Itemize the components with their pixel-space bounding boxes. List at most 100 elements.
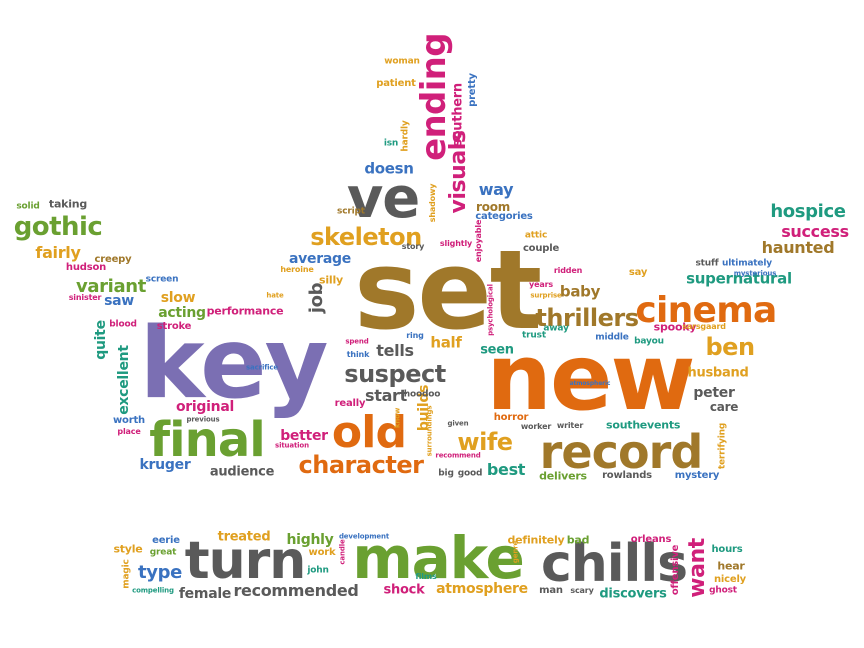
cloud-word: solid: [16, 201, 40, 212]
cloud-word: cinema: [635, 290, 777, 331]
cloud-word: haunted: [761, 238, 835, 257]
cloud-word: screen: [145, 274, 179, 285]
cloud-word: make: [352, 524, 524, 592]
cloud-word: atmosphere: [436, 581, 528, 597]
cloud-word: acting: [158, 305, 206, 321]
cloud-word: slightly: [439, 239, 473, 248]
cloud-word: hours: [711, 544, 743, 555]
cloud-word: baby: [559, 282, 601, 301]
cloud-word: care: [709, 400, 739, 414]
cloud-word: variant: [76, 276, 146, 297]
cloud-word: peter: [693, 385, 735, 401]
cloud-word: really: [334, 398, 366, 409]
cloud-word: hardly: [400, 120, 411, 152]
cloud-word: wife: [457, 428, 513, 456]
cloud-word: start: [365, 386, 407, 405]
cloud-word: slow: [160, 290, 196, 306]
cloud-word: big: [438, 468, 454, 479]
cloud-word: treated: [217, 529, 271, 545]
cloud-word: chills: [540, 534, 688, 594]
cloud-word: success: [781, 222, 849, 241]
cloud-word: attic: [524, 230, 548, 241]
cloud-word: best: [486, 460, 526, 479]
cloud-word: given: [447, 419, 469, 428]
cloud-word: room: [476, 200, 510, 214]
cloud-word: offensive: [670, 544, 681, 596]
cloud-word: old: [331, 407, 407, 458]
cloud-word: tells: [376, 341, 414, 360]
cloud-word: surroundings: [425, 405, 434, 457]
cloud-word: sacrifice: [246, 363, 278, 372]
cloud-word: turn: [184, 531, 306, 591]
cloud-word: sinister: [68, 293, 102, 302]
cloud-word: final: [149, 412, 266, 468]
cloud-word: candle: [338, 539, 347, 565]
cloud-word: ben: [705, 333, 755, 361]
cloud-word: skeleton: [310, 223, 422, 251]
cloud-word: delivers: [539, 469, 587, 483]
cloud-word: great: [149, 547, 177, 558]
cloud-word: ridden: [553, 266, 583, 275]
cloud-word: years: [529, 280, 553, 289]
cloud-word: horror: [493, 412, 529, 423]
cloud-word: shadowy: [428, 183, 437, 223]
cloud-word: script: [337, 206, 365, 217]
cloud-word: excellent: [116, 345, 132, 415]
cloud-word: mysterious: [733, 269, 777, 278]
cloud-word: stuff: [695, 258, 719, 269]
cloud-word: surprise: [530, 291, 562, 300]
cloud-word: key: [139, 307, 328, 421]
cloud-word: audience: [209, 464, 275, 480]
cloud-word: bayou: [634, 336, 664, 347]
cloud-word: enjoyable: [474, 219, 483, 263]
cloud-word: suspect: [344, 360, 446, 388]
cloud-word: sarsgaard: [682, 322, 726, 331]
cloud-word: atmospheric: [569, 380, 611, 387]
cloud-word: pretty: [467, 73, 478, 107]
cloud-word: situation: [275, 441, 309, 450]
cloud-word: genre: [511, 540, 520, 564]
cloud-word: south: [606, 418, 640, 432]
cloud-word: creepy: [94, 254, 132, 265]
cloud-word: worker: [520, 422, 552, 431]
cloud-word: female: [178, 586, 232, 602]
cloud-word: definitely: [507, 533, 565, 547]
cloud-word: hudson: [65, 262, 107, 273]
cloud-word: story: [401, 242, 425, 251]
cloud-word: job: [306, 282, 327, 314]
cloud-word: seen: [480, 342, 514, 358]
cloud-word: psychological: [486, 284, 495, 336]
cloud-word: kruger: [139, 457, 191, 473]
cloud-word: spend: [345, 337, 369, 346]
cloud-word: quite: [93, 320, 109, 360]
cloud-word: hospice: [770, 201, 846, 222]
cloud-word: patient: [376, 78, 416, 89]
cloud-word: couple: [522, 243, 560, 254]
cloud-word: worth: [113, 415, 145, 426]
cloud-word: half: [430, 333, 462, 352]
cloud-word: new: [486, 324, 695, 431]
cloud-word: discovers: [599, 586, 667, 602]
cloud-word: isn: [383, 138, 399, 149]
cloud-word: ring: [406, 331, 424, 340]
cloud-word: recommended: [233, 581, 359, 600]
cloud-word: ultimately: [722, 258, 772, 269]
cloud-word: say: [628, 267, 648, 278]
cloud-word: way: [478, 180, 514, 199]
cloud-word: hoodoo: [403, 389, 441, 400]
cloud-word: know: [393, 407, 402, 429]
cloud-word: highly: [286, 532, 334, 548]
cloud-word: away: [543, 323, 569, 334]
cloud-word: stroke: [156, 321, 192, 332]
cloud-word: scary: [570, 586, 594, 595]
cloud-word: hate: [266, 291, 284, 300]
cloud-word: place: [117, 427, 141, 436]
cloud-word: average: [289, 251, 351, 267]
cloud-word: categories: [475, 211, 533, 222]
cloud-word: record: [539, 425, 704, 479]
cloud-word: hear: [717, 559, 745, 573]
cloud-word: performance: [206, 304, 284, 318]
cloud-word: gothic: [13, 212, 103, 242]
cloud-word: woman: [384, 56, 420, 67]
